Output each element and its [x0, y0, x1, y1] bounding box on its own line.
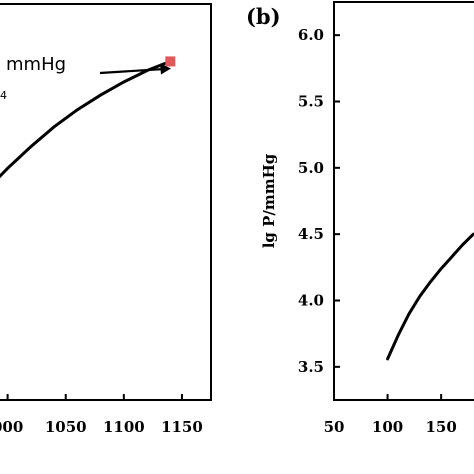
right-y-tick-label: 3.5 — [298, 358, 324, 376]
right-x-tick-label: 50 — [324, 418, 345, 436]
right-series-line — [386, 232, 474, 361]
right-y-tick-label: 6.0 — [298, 26, 324, 44]
right-x-axis: 50 100 150 — [324, 394, 457, 436]
left-x-tick-label: 000 — [0, 418, 23, 436]
left-annotation-arrow — [99, 63, 171, 75]
right-y-tick-label: 5.5 — [298, 93, 324, 111]
right-x-tick-label: 100 — [372, 418, 403, 436]
left-plot-frame — [0, 3, 212, 401]
left-x-tick-label: 1050 — [45, 418, 87, 436]
right-y-tick-label: 5.0 — [298, 159, 324, 177]
right-panel: (b) lg P/mmHg 3.5 4.0 4.5 5.0 5.5 6.0 50 100 15… — [246, 1, 474, 436]
right-y-tick-label: 4.5 — [298, 225, 324, 243]
right-x-tick-label: 150 — [425, 418, 456, 436]
left-x-tick-label: 1150 — [161, 418, 203, 436]
right-plot-frame — [333, 1, 474, 401]
left-series-line — [0, 59, 172, 179]
right-y-tick-label: 4.0 — [298, 292, 324, 310]
left-annotation-text: mmHg — [6, 54, 66, 75]
right-y-axis: 3.5 4.0 4.5 5.0 5.5 6.0 — [298, 26, 340, 376]
right-y-axis-title: lg P/mmHg — [260, 153, 278, 248]
left-x-axis: 000 1050 1100 1150 — [0, 394, 203, 436]
left-panel: 000 1050 1100 1150 mmHg 4 — [0, 3, 212, 436]
left-x-tick-label: 1100 — [103, 418, 145, 436]
left-highlight-marker — [165, 56, 176, 67]
left-annotation-subtext: 4 — [0, 89, 7, 102]
panel-label-b: (b) — [246, 4, 281, 29]
